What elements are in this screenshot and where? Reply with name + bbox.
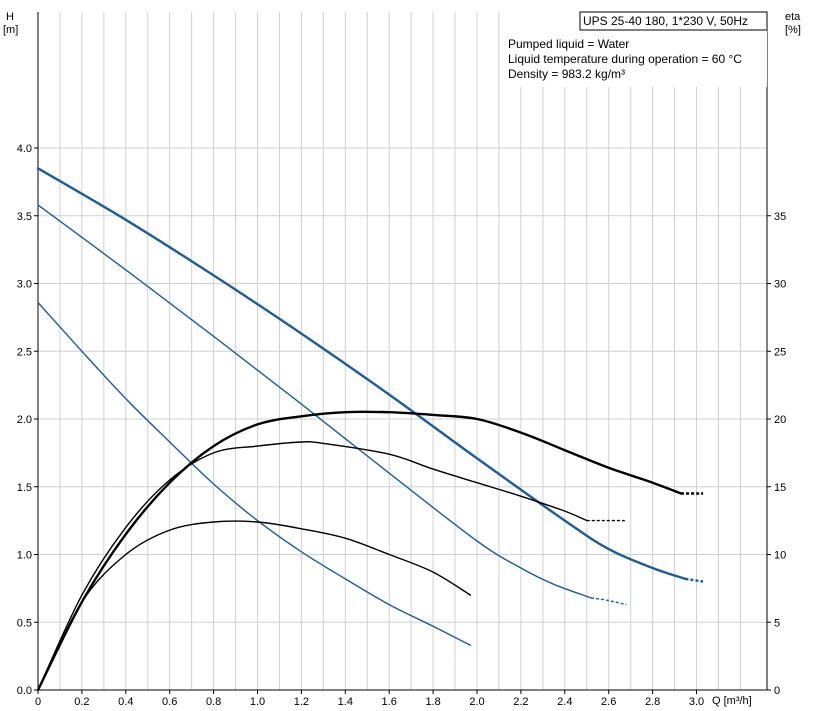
y-left-tick-label: 2.0 [17, 414, 32, 426]
y-right-tick-label: 10 [774, 550, 786, 562]
x-tick-label: 0 [35, 696, 41, 708]
y-left-tick-label: 1.5 [17, 482, 32, 494]
grid [38, 12, 767, 690]
info-line-2: Liquid temperature during operation = 60… [508, 52, 742, 66]
x-tick-label: 2.4 [557, 696, 572, 708]
info-line-1: Pumped liquid = Water [508, 37, 629, 51]
efficiency-curve-3 [36, 410, 683, 692]
y-left-tick-label: 2.5 [17, 346, 32, 358]
x-tick-label: 0.6 [162, 696, 177, 708]
y-right-tick-label: 5 [774, 617, 780, 629]
y-right-tick-label: 35 [774, 211, 786, 223]
efficiency-curve-5 [37, 520, 472, 691]
y-left-tick-label: 4.0 [17, 143, 32, 155]
x-tick-label: 2.6 [601, 696, 616, 708]
curves [36, 167, 704, 692]
head-curve-1-extension [591, 597, 627, 606]
y-left-tick-label: 1.0 [17, 550, 32, 562]
y-right-label: eta [785, 11, 801, 23]
y-left-label: H [6, 11, 14, 23]
x-tick-label: 1.0 [250, 696, 265, 708]
x-tick-label: 1.8 [425, 696, 440, 708]
x-tick-label: 2.2 [513, 696, 528, 708]
head-curve-2 [37, 301, 472, 646]
y-left-tick-label: 3.5 [17, 211, 32, 223]
info-line-3: Density = 983.2 kg/m³ [508, 67, 625, 81]
efficiency-curve-4 [37, 441, 588, 691]
head-curve-0-extension [685, 577, 704, 583]
y-right-tick-label: 20 [774, 414, 786, 426]
y-left-unit: [m] [3, 24, 18, 36]
y-right-unit: [%] [785, 24, 801, 36]
x-tick-label: 0.8 [206, 696, 221, 708]
x-tick-label: 1.2 [294, 696, 309, 708]
x-tick-label: 2.8 [645, 696, 660, 708]
x-tick-label: 0.2 [74, 696, 89, 708]
x-tick-label: 1.4 [338, 696, 353, 708]
y-right-tick-label: 0 [774, 685, 780, 697]
y-left-tick-label: 0.5 [17, 617, 32, 629]
x-tick-label: 3.0 [689, 696, 704, 708]
title-box [579, 11, 768, 31]
x-tick-label: 0.4 [118, 696, 133, 708]
y-right-tick-label: 25 [774, 346, 786, 358]
x-axis-label: Q [m³/h] [712, 695, 752, 707]
y-right-tick-label: 30 [774, 279, 786, 291]
x-tick-label: 1.6 [382, 696, 397, 708]
tick-labels: 0 0.2 0.4 0.6 0.8 1.0 1.2 1.4 1.6 1.8 2.0 2.2 2.4 2.6… [17, 143, 787, 708]
y-right-tick-label: 15 [774, 482, 786, 494]
x-tick-label: 2.0 [469, 696, 484, 708]
head-curve-1 [37, 204, 592, 599]
y-left-tick-label: 0.0 [17, 685, 32, 697]
y-left-tick-label: 3.0 [17, 279, 32, 291]
head-curve-0 [36, 167, 687, 581]
chart-title: UPS 25-40 180, 1*230 V, 50Hz [583, 14, 748, 28]
